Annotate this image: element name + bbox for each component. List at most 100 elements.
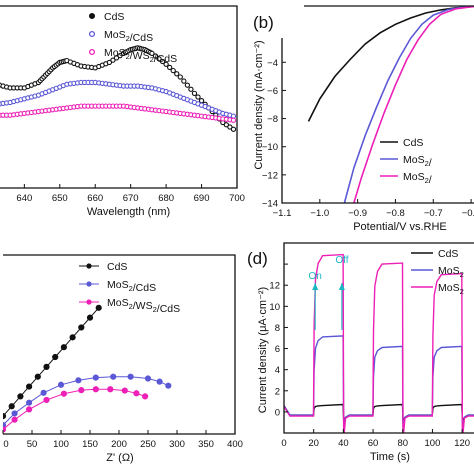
series-line-c-magenta [3,388,146,430]
point-c-blue [92,374,99,381]
point-c-blue [144,375,152,382]
legend-label-d: MoS2 [438,282,464,296]
point-c-black [78,324,85,331]
ytick-label-b: −8 [267,114,278,125]
point-a-black [152,53,159,59]
point-a-black [167,64,173,71]
panel-c: 0 50 100 150 200 250 300 350 400 Z' (Ω) CdS MoS2/Cd… [2,254,243,464]
xtick-label-b: −0.8 [386,208,405,219]
arrow-on-head [312,283,319,290]
point-a-black [106,59,113,66]
point-c-black [86,314,94,321]
xtick-label-a: 690 [194,193,210,204]
point-c-blue [156,378,163,385]
point-a-black [181,78,187,84]
axes-frame-b [281,5,474,204]
panel-label-bg-d [246,238,282,270]
point-a-black [227,124,233,130]
point-c-blue [11,410,18,417]
x-axis-label-d: Time (s) [370,451,410,463]
xtick-label-d: 40 [338,438,349,449]
ytick-label-b: −14 [262,199,278,210]
point-c-blue [165,382,172,389]
xtick-label-a: 660 [87,193,103,204]
point-c-magenta [142,393,149,400]
xtick-label-b: −0.9 [348,208,367,219]
point-a-black [110,57,116,63]
point-a-black [159,58,166,65]
plot-area-d [284,253,474,433]
plot-area-b [307,6,474,203]
legend-label-c: CdS [107,261,127,273]
legend-marker-a [88,30,96,38]
legend-label-b: CdS [403,137,423,149]
ytick-label-d: 12 [269,281,280,292]
xtick-label-b: −0.7 [424,208,443,219]
xtick-label-d: 0 [281,438,286,449]
point-c-magenta [78,387,85,394]
xtick-label-c: 250 [140,439,156,450]
point-c-magenta [26,406,33,413]
ytick-label-d: 0 [275,407,280,418]
annotation-off: Off [335,255,348,266]
ytick-label-d: 10 [269,302,280,313]
legend-label-c: MoS2/CdS [107,279,156,294]
point-c-blue [3,421,7,429]
ytick-label-b: −12 [262,170,278,181]
panel-b: 0−2−4−6−8−10−12−14−1.1−1.0−0.9−0.8−0.7−0… [252,0,474,233]
point-c-black [95,304,102,311]
point-c-magenta [3,426,7,433]
point-a-black [163,61,169,67]
point-c-blue [75,377,82,384]
legend-marker-c [86,281,92,287]
xtick-label-c: 350 [198,439,214,450]
panel-label-d: (d) [247,249,268,268]
legend-marker-a [88,12,96,20]
xtick-label-b: −1.0 [310,208,329,219]
x-axis-label-c: Z' (Ω) [106,452,133,464]
ytick-label-d: 6 [275,344,280,355]
series-line-d-blue [284,335,474,428]
point-a-black [223,122,230,128]
plot-area-a [0,45,237,132]
xtick-label-a: 700 [229,193,245,204]
series-line-d-magenta [284,253,474,433]
x-axis-label-b: Potential/V vs.RHE [353,221,447,233]
legend-label-b: MoS2/ [403,171,432,186]
point-a-black [174,71,180,77]
point-c-black [52,353,59,361]
y-axis-label-b: Current density (mA·cm⁻²) [253,40,265,169]
series-line-b-magenta [353,6,474,203]
ytick-label-d: 4 [275,365,280,376]
point-c-blue [127,373,134,380]
xtick-label-c: 200 [111,439,127,450]
xtick-label-a: 680 [158,193,174,204]
point-c-blue [110,373,117,380]
point-c-magenta [43,396,50,404]
point-c-black [26,383,33,390]
point-c-black [69,334,76,341]
point-a-magenta [230,117,237,123]
point-c-blue [40,389,47,396]
legend-marker-c [86,299,92,305]
ytick-label-d: 8 [275,323,280,334]
point-c-magenta [107,386,114,393]
ytick-label-b: −4 [267,58,278,69]
plot-area-c [3,304,172,433]
xtick-label-c: 150 [82,439,98,450]
series-line-d-black [284,403,474,422]
annotation-on: On [309,271,322,282]
legend-label-a: MoS2/CdS [104,29,153,44]
xtick-label-d: 60 [368,438,379,449]
point-c-blue [26,399,33,406]
ytick-label-b: −6 [267,86,278,97]
point-a-black [170,67,176,74]
xtick-label-c: 300 [169,439,185,450]
x-axis-label-a: Wavelength (nm) [87,206,170,218]
axes-frame-a [0,5,238,189]
xtick-label-d: 100 [425,438,441,449]
point-c-black [60,344,68,351]
xtick-label-d: 80 [397,438,408,449]
series-line-c-black [3,307,100,417]
point-a-black [177,74,183,80]
